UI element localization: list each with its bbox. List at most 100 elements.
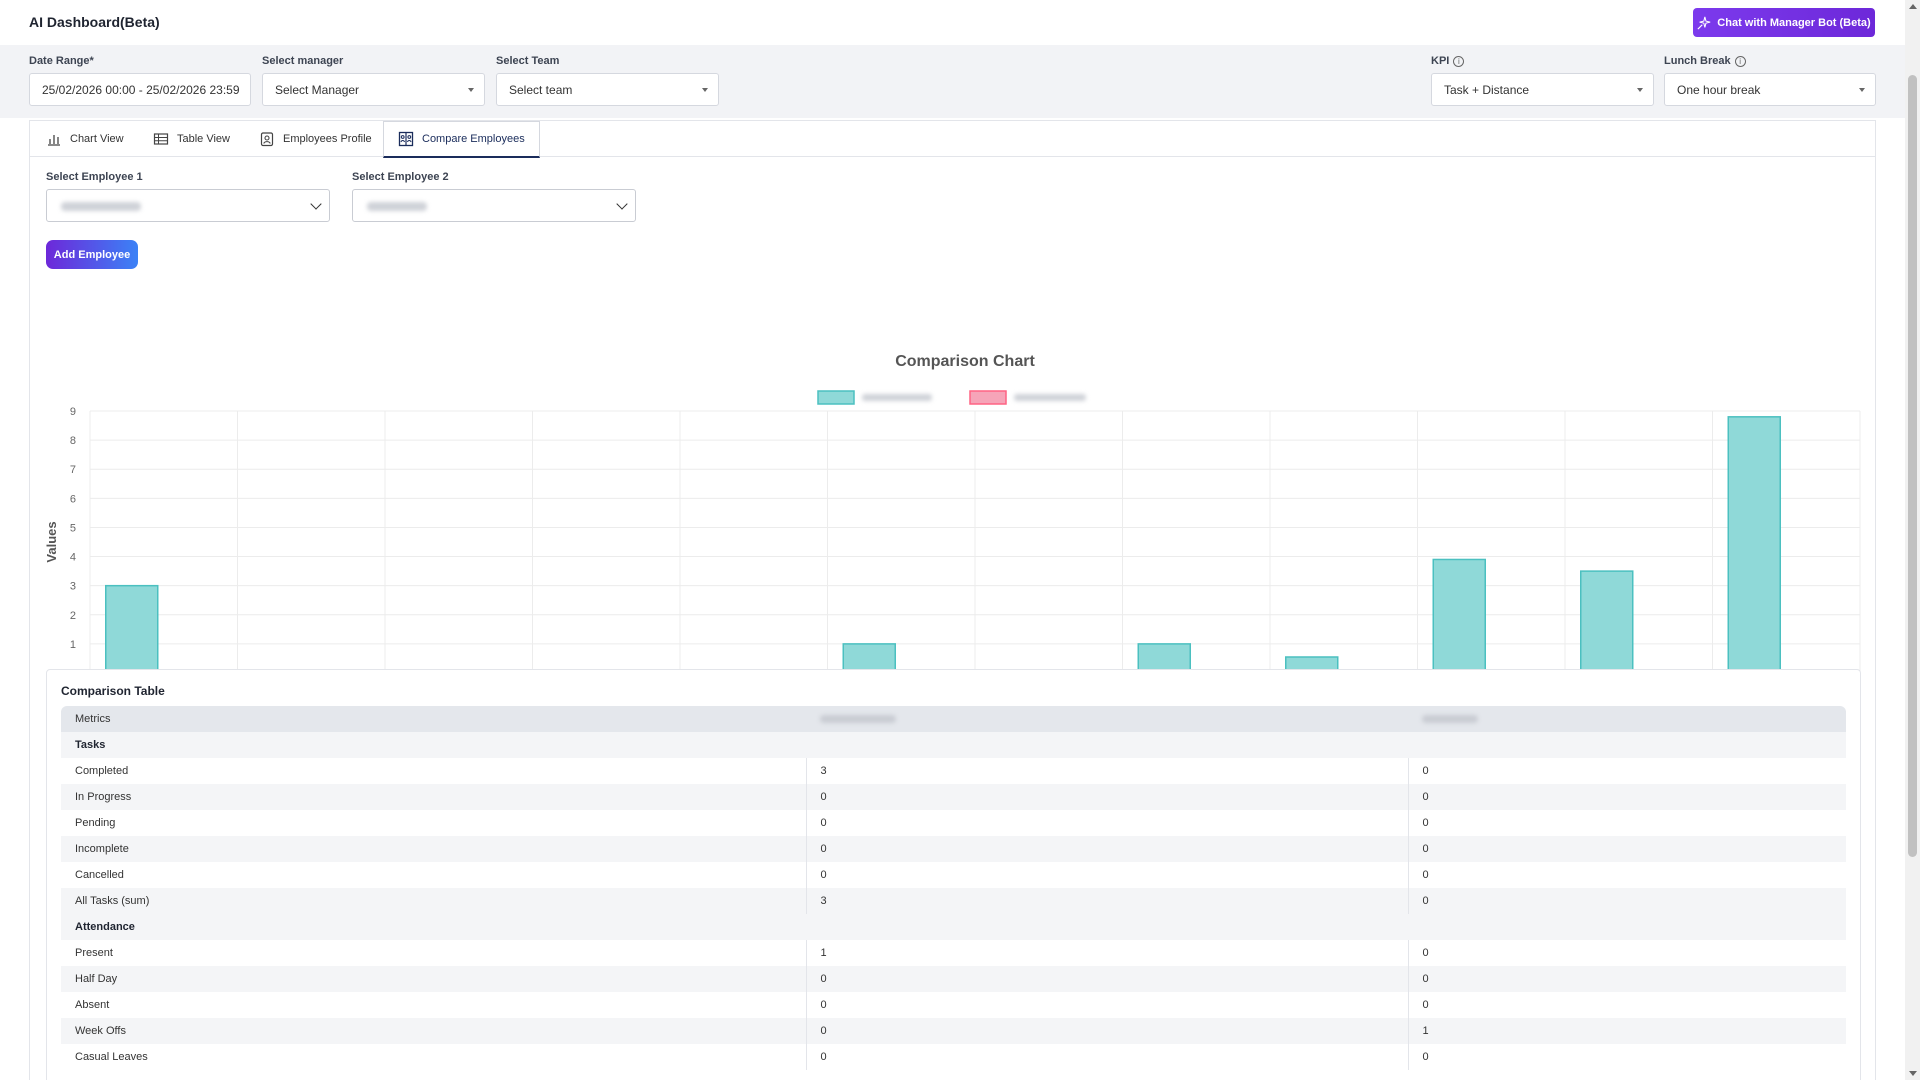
lunch-break-select[interactable]: One hour break xyxy=(1664,73,1876,106)
y-tick-label: 7 xyxy=(70,464,76,476)
metric-name-cell: Week Offs xyxy=(61,1018,807,1044)
chart-bar xyxy=(105,584,159,674)
scroll-down-icon[interactable] xyxy=(1909,1071,1917,1076)
date-range-input[interactable]: 25/02/2026 00:00 - 25/02/2026 23:59 xyxy=(29,73,251,106)
info-icon[interactable]: i xyxy=(1453,55,1465,67)
table-section-row: Tasks xyxy=(61,732,1846,758)
table-row: In Progress 0 0 xyxy=(61,784,1846,810)
caret-down-icon xyxy=(468,88,474,92)
kpi-filter: KPI i Task + Distance xyxy=(1431,55,1654,106)
legend-swatch xyxy=(969,390,1007,405)
redacted-legend-label xyxy=(862,394,932,401)
caret-down-icon xyxy=(702,88,708,92)
employee-1-select-group: Select Employee 1 xyxy=(46,171,330,222)
metric-name-cell: Half Day xyxy=(61,966,807,992)
metric-name-cell: Present xyxy=(61,940,807,966)
date-range-filter: Date Range* 25/02/2026 00:00 - 25/02/202… xyxy=(29,55,251,106)
redacted-employee-name xyxy=(61,202,141,211)
manager-label: Select manager xyxy=(262,55,344,67)
manager-filter: Select manager Select Manager xyxy=(262,55,485,106)
metric-name-cell: Incomplete xyxy=(61,836,807,862)
employee-2-value-cell: 0 xyxy=(1408,992,1846,1018)
employee-2-value-cell: 0 xyxy=(1408,940,1846,966)
manager-select[interactable]: Select Manager xyxy=(262,73,485,106)
header-employee-2 xyxy=(1408,706,1846,732)
employee-2-value-cell: 0 xyxy=(1408,966,1846,992)
y-tick-label: 8 xyxy=(70,435,76,447)
lunch-break-filter: Lunch Break i One hour break xyxy=(1664,55,1876,106)
table-row: Casual Leaves 0 0 xyxy=(61,1044,1846,1070)
view-tabs: Chart View Table View Employees Profile … xyxy=(30,121,1875,158)
chat-manager-bot-label: Chat with Manager Bot (Beta) xyxy=(1717,16,1871,29)
comparison-table: Metrics Tasks Completed 3 0 In Progress 0 0 Pen… xyxy=(61,706,1846,1070)
tab-compare-employees[interactable]: Compare Employees xyxy=(383,121,540,158)
y-tick-label: 3 xyxy=(70,581,76,593)
table-row: All Tasks (sum) 3 0 xyxy=(61,888,1846,914)
compare-icon xyxy=(398,131,414,147)
employee-1-value-cell: 3 xyxy=(806,888,1409,914)
employee-2-value-cell: 0 xyxy=(1408,784,1846,810)
legend-swatch xyxy=(817,390,855,405)
team-label: Select Team xyxy=(496,55,560,67)
employee-2-value-cell: 0 xyxy=(1408,1044,1846,1070)
kpi-label: KPI i xyxy=(1431,55,1654,67)
y-tick-label: 2 xyxy=(70,610,76,622)
comparison-table-title: Comparison Table xyxy=(61,684,165,698)
employee-2-value-cell: 0 xyxy=(1408,810,1846,836)
team-select[interactable]: Select team xyxy=(496,73,719,106)
header-metrics: Metrics xyxy=(61,706,806,732)
table-row: Incomplete 0 0 xyxy=(61,836,1846,862)
manager-select-value: Select Manager xyxy=(275,82,360,97)
y-tick-label: 1 xyxy=(70,639,76,651)
page-title: AI Dashboard(Beta) xyxy=(29,14,160,30)
caret-down-icon xyxy=(1859,88,1865,92)
main-panel: Chart View Table View Employees Profile … xyxy=(29,120,1876,1080)
employee-1-value-cell: 0 xyxy=(806,1018,1409,1044)
chart-bar xyxy=(1727,416,1781,674)
info-icon[interactable]: i xyxy=(1734,55,1746,67)
lunch-break-label-text: Lunch Break xyxy=(1664,55,1731,67)
employee-1-value-cell: 0 xyxy=(806,810,1409,836)
kpi-select-value: Task + Distance xyxy=(1444,82,1530,97)
table-row: Present 1 0 xyxy=(61,940,1846,966)
table-icon xyxy=(153,133,169,145)
caret-down-icon xyxy=(1637,88,1643,92)
kpi-select[interactable]: Task + Distance xyxy=(1431,73,1654,106)
table-row: Week Offs 0 1 xyxy=(61,1018,1846,1044)
tab-table-view[interactable]: Table View xyxy=(139,121,244,157)
date-range-label: Date Range* xyxy=(29,55,94,67)
employee-1-value-cell: 0 xyxy=(806,966,1409,992)
employee-2-value-cell: 0 xyxy=(1408,888,1846,914)
table-row: Pending 0 0 xyxy=(61,810,1846,836)
table-row: Cancelled 0 0 xyxy=(61,862,1846,888)
scroll-up-icon[interactable] xyxy=(1909,4,1917,9)
chart-bar xyxy=(1432,558,1486,674)
tab-compare-employees-label: Compare Employees xyxy=(422,133,525,145)
metric-name-cell: Absent xyxy=(61,992,807,1018)
employee-1-value-cell: 0 xyxy=(806,862,1409,888)
chat-manager-bot-button[interactable]: Chat with Manager Bot (Beta) xyxy=(1693,8,1875,37)
table-row: Absent 0 0 xyxy=(61,992,1846,1018)
employee-2-select-group: Select Employee 2 xyxy=(352,171,636,222)
scrollbar-thumb[interactable] xyxy=(1908,75,1917,857)
metric-name-cell: All Tasks (sum) xyxy=(61,888,807,914)
tab-employees-profile[interactable]: Employees Profile xyxy=(245,121,386,157)
header-employee-1 xyxy=(806,706,1408,732)
y-tick-label: 6 xyxy=(70,493,76,505)
employee-2-select[interactable] xyxy=(352,189,636,222)
chevron-down-icon xyxy=(616,198,628,210)
tab-chart-view[interactable]: Chart View xyxy=(32,121,138,157)
y-tick-label: 5 xyxy=(70,522,76,534)
metric-name-cell: In Progress xyxy=(61,784,807,810)
team-filter: Select Team Select team xyxy=(496,55,719,106)
y-tick-label: 4 xyxy=(70,552,76,564)
metric-name-cell: Casual Leaves xyxy=(61,1044,807,1070)
page-scrollbar[interactable] xyxy=(1905,0,1920,1080)
employee-1-select[interactable] xyxy=(46,189,330,222)
add-employee-button[interactable]: Add Employee xyxy=(46,240,138,269)
kpi-label-text: KPI xyxy=(1431,55,1450,67)
metric-name-cell: Pending xyxy=(61,810,807,836)
tab-chart-view-label: Chart View xyxy=(70,133,124,145)
employee-1-label: Select Employee 1 xyxy=(46,171,143,183)
metric-name-cell: Cancelled xyxy=(61,862,807,888)
